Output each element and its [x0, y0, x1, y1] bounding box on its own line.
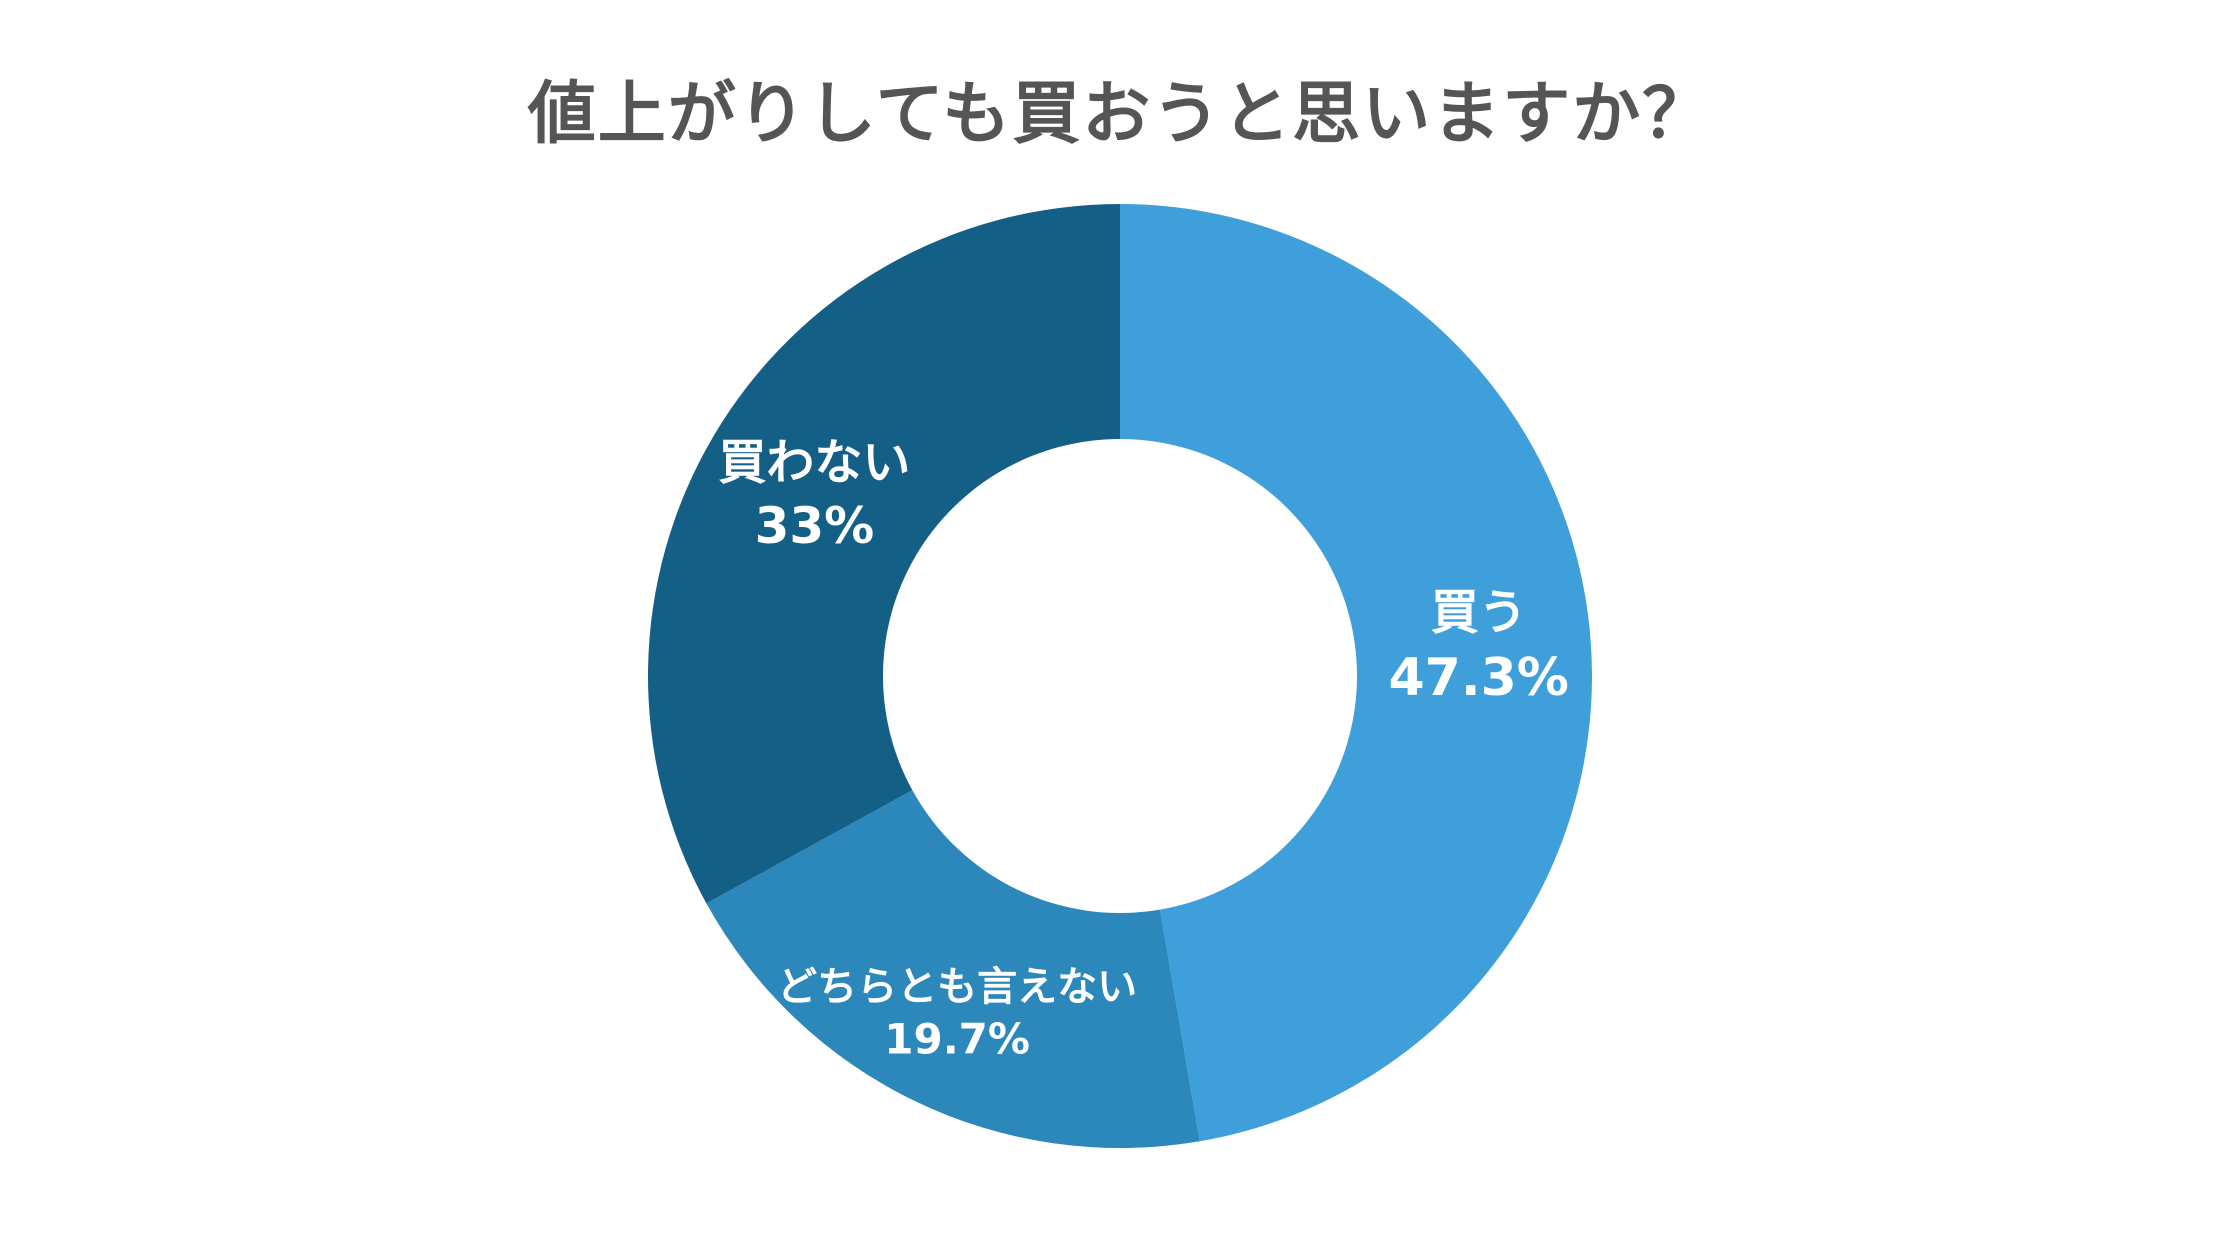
slice-category-label: 買う: [1431, 585, 1527, 641]
slice-value-label: 47.3%: [1389, 648, 1569, 708]
slice-category-label: 買わない: [718, 434, 910, 490]
slice-category-label: どちらとも言えない: [777, 964, 1137, 1010]
donut-slice: [706, 790, 1200, 1148]
donut-slice: [647, 204, 1120, 904]
slice-value-label: 33%: [755, 497, 875, 555]
chart-title: 値上がりしても買おうと思いますか？: [527, 75, 1713, 154]
slice-value-label: 19.7%: [884, 1015, 1030, 1064]
donut-slice: [1120, 204, 1592, 1142]
